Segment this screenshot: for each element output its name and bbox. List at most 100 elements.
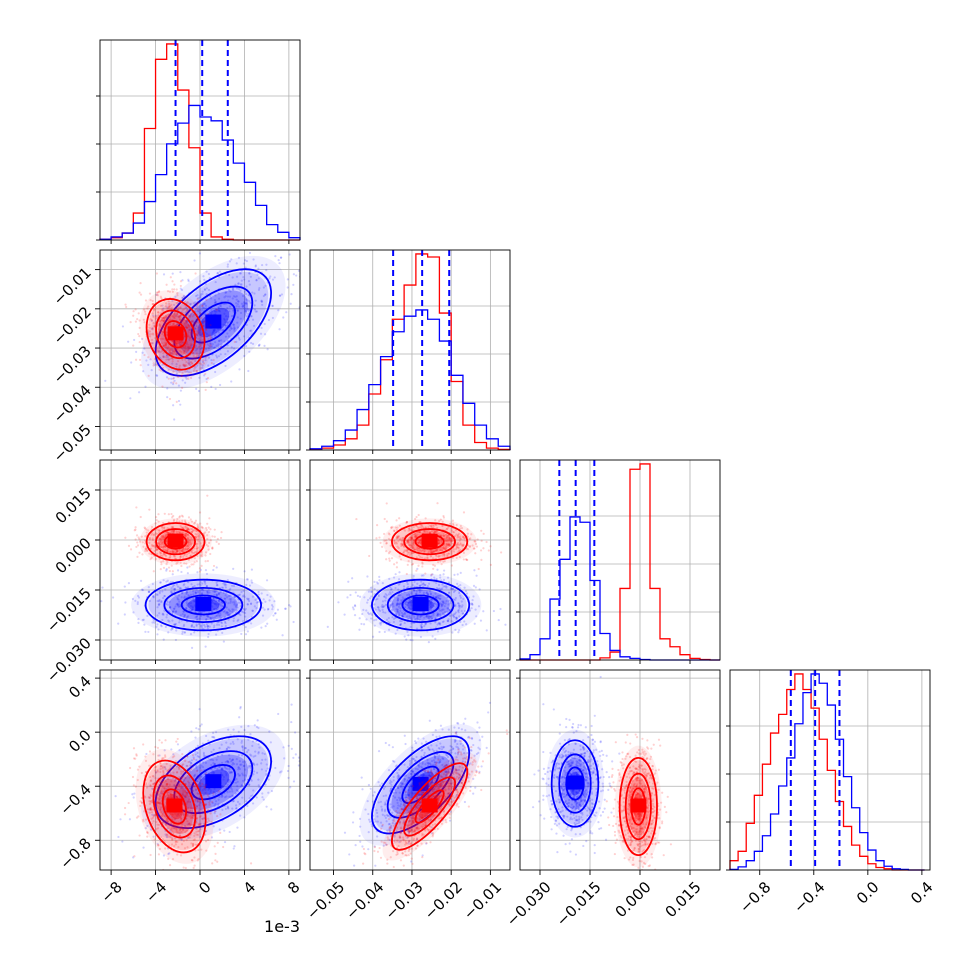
sample-point [205,381,208,384]
sample-point [152,595,155,598]
sample-point [378,622,381,625]
sample-point [415,534,418,537]
sample-point [412,541,416,545]
sample-point [171,627,174,630]
sample-point [224,594,227,597]
sample-point [174,314,177,317]
sample-point [158,350,161,353]
sample-point [430,524,433,527]
sample-point [361,612,364,616]
sample-point [433,549,436,553]
sample-point [471,544,474,547]
sample-point [160,600,163,603]
sample-point [226,265,229,268]
sample-point [180,570,183,574]
sample-point [405,550,409,553]
sample-point [162,326,165,329]
sample-point [208,611,211,614]
sample-point [141,337,144,341]
sample-point [182,351,186,355]
sample-point [170,303,173,306]
sample-point [220,586,223,589]
sample-point [412,525,415,529]
sample-point [186,545,189,548]
sample-point [446,619,449,622]
sample-point [453,612,456,615]
sample-point [183,533,187,537]
sample-point [405,521,408,524]
sample-point [255,601,258,604]
sample-point [175,343,178,346]
sample-point [210,622,213,625]
sample-point [456,602,460,605]
sample-point [247,307,250,311]
sample-point [170,512,173,516]
sample-point [170,587,173,590]
sample-point [170,564,173,567]
sample-point [280,256,283,259]
sample-point [204,582,207,585]
sample-point [207,288,211,292]
sample-point [407,634,410,637]
sample-point [264,293,267,296]
sample-point [243,278,246,281]
sample-point [223,312,226,315]
sample-point [167,377,170,380]
sample-point [447,526,450,529]
sample-point [215,344,218,347]
sample-point [463,620,466,623]
sample-point [408,598,411,601]
sample-point [447,607,450,610]
sample-point [464,590,468,593]
sample-point [459,535,462,538]
sample-point [159,554,162,557]
sample-point [196,525,200,528]
sample-point [187,280,190,283]
sample-point [247,293,250,297]
sample-point [199,584,202,587]
sample-point [150,525,154,529]
sample-point [398,517,401,520]
sample-point [180,526,183,529]
sample-point [455,523,458,527]
sample-point [410,552,413,555]
sample-point [418,540,421,544]
sample-point [164,549,167,552]
sample-point [117,622,120,625]
sample-point [418,588,422,591]
sample-point [423,530,426,533]
sample-point [385,539,388,542]
sample-point [186,553,189,556]
sample-point [213,624,216,627]
sample-point [189,345,192,348]
sample-point [175,288,178,291]
sample-point [220,601,223,604]
sample-point [186,590,189,594]
sample-point [209,335,212,339]
sample-point [177,598,180,601]
sample-point [248,300,251,303]
sample-point [179,314,182,317]
sample-point [195,294,198,298]
sample-point [191,319,194,322]
sample-point [405,572,408,576]
sample-point [156,364,159,367]
sample-point [421,524,424,527]
sample-point [168,556,172,559]
sample-point [258,344,261,347]
sample-point [430,601,433,604]
sample-point [220,622,223,625]
sample-point [215,331,218,334]
sample-point [214,302,217,305]
sample-point [397,614,401,617]
sample-point [190,531,194,534]
sample-point [200,336,203,339]
sample-point [384,596,388,599]
sample-point [198,582,201,586]
sample-point [459,583,462,587]
sample-point [141,553,144,556]
sample-point [480,529,483,532]
sample-point [203,580,207,583]
sample-point [253,308,257,311]
sample-point [233,602,236,605]
